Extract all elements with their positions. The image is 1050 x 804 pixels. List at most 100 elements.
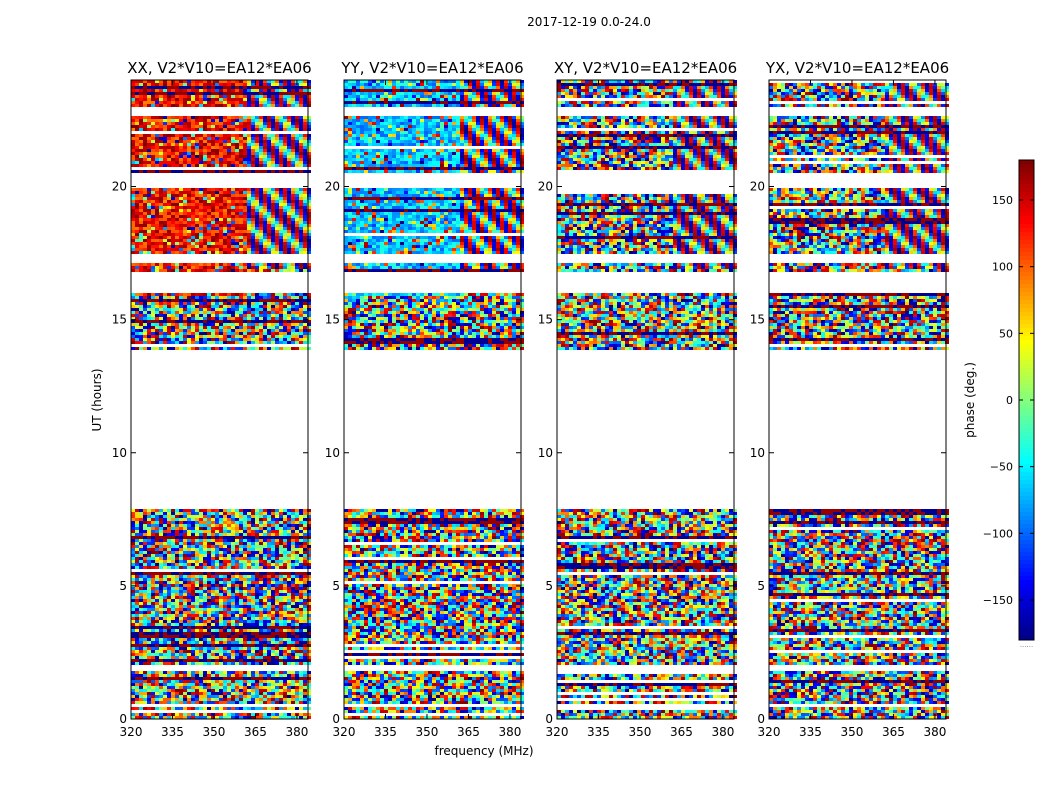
heatmap-cell [163,89,167,92]
heatmap-cell [247,572,251,575]
heatmap-cell [303,308,307,311]
heatmap-cell [179,116,183,119]
heatmap-cell [183,89,187,92]
heatmap-cell [287,539,291,542]
heatmap-cell [159,146,163,149]
heatmap-cell [131,242,135,245]
heatmap-cell [219,524,223,527]
heatmap-cell [135,602,139,605]
heatmap-cell [143,599,147,602]
heatmap-cell [151,311,155,314]
heatmap-cell [279,116,283,119]
heatmap-cell [155,323,159,326]
heatmap-cell [191,563,195,566]
heatmap-cell [203,197,207,200]
heatmap-cell [243,305,247,308]
heatmap-cell [235,557,239,560]
heatmap-cell [291,293,295,296]
heatmap-cell [175,347,179,350]
heatmap-cell [231,518,235,521]
heatmap-cell [131,92,135,95]
heatmap-cell [211,626,215,629]
heatmap-cell [299,527,303,530]
heatmap-cell [231,620,235,623]
heatmap-cell [291,542,295,545]
heatmap-cell [215,269,219,272]
heatmap-cell [299,617,303,620]
heatmap-cell [175,515,179,518]
heatmap-cell [299,530,303,533]
heatmap-cell [295,314,299,317]
heatmap-cell [183,119,187,122]
heatmap-cell [275,221,279,224]
heatmap-cell [143,605,147,608]
heatmap-cell [179,512,183,515]
heatmap-cell [147,215,151,218]
heatmap-cell [255,233,259,236]
heatmap-cell [179,245,183,248]
heatmap-cell [199,122,203,125]
heatmap-cell [307,611,311,614]
heatmap-cell [139,524,143,527]
heatmap-cell [143,602,147,605]
heatmap-cell [215,293,219,296]
heatmap-cell [179,554,183,557]
heatmap-cell [147,548,151,551]
heatmap-cell [131,524,135,527]
heatmap-cell [271,122,275,125]
heatmap-cell [291,572,295,575]
heatmap-cell [299,104,303,107]
heatmap-cell [295,617,299,620]
heatmap-cell [259,251,263,254]
heatmap-cell [247,596,251,599]
heatmap-cell [211,509,215,512]
heatmap-cell [207,122,211,125]
heatmap-cell [283,221,287,224]
heatmap-cell [195,617,199,620]
heatmap-cell [171,194,175,197]
heatmap-cell [279,80,283,83]
heatmap-cell [131,161,135,164]
heatmap-cell [139,566,143,569]
heatmap-cell [179,545,183,548]
heatmap-cell [131,224,135,227]
heatmap-cell [199,86,203,89]
heatmap-cell [291,599,295,602]
heatmap-cell [155,320,159,323]
heatmap-cell [183,116,187,119]
heatmap-cell [279,221,283,224]
heatmap-cell [215,152,219,155]
heatmap-cell [223,224,227,227]
heatmap-cell [203,341,207,344]
heatmap-cell [191,149,195,152]
heatmap-cell [303,149,307,152]
heatmap-cell [295,152,299,155]
heatmap-cell [131,215,135,218]
heatmap-cell [163,128,167,131]
heatmap-cell [259,578,263,581]
heatmap-cell [171,224,175,227]
heatmap-cell [211,581,215,584]
heatmap-cell [159,116,163,119]
heatmap-cell [199,632,203,635]
heatmap-cell [231,191,235,194]
heatmap-cell [135,95,139,98]
heatmap-cell [183,242,187,245]
heatmap-cell [195,203,199,206]
heatmap-cell [231,161,235,164]
heatmap-cell [259,197,263,200]
heatmap-cell [211,101,215,104]
heatmap-cell [195,632,199,635]
heatmap-cell [243,533,247,536]
heatmap-cell [291,125,295,128]
heatmap-cell [143,545,147,548]
heatmap-cell [151,245,155,248]
heatmap-cell [211,524,215,527]
heatmap-cell [147,236,151,239]
heatmap-cell [167,152,171,155]
heatmap-cell [175,134,179,137]
heatmap-cell [263,308,267,311]
heatmap-cell [283,518,287,521]
heatmap-cell [163,593,167,596]
